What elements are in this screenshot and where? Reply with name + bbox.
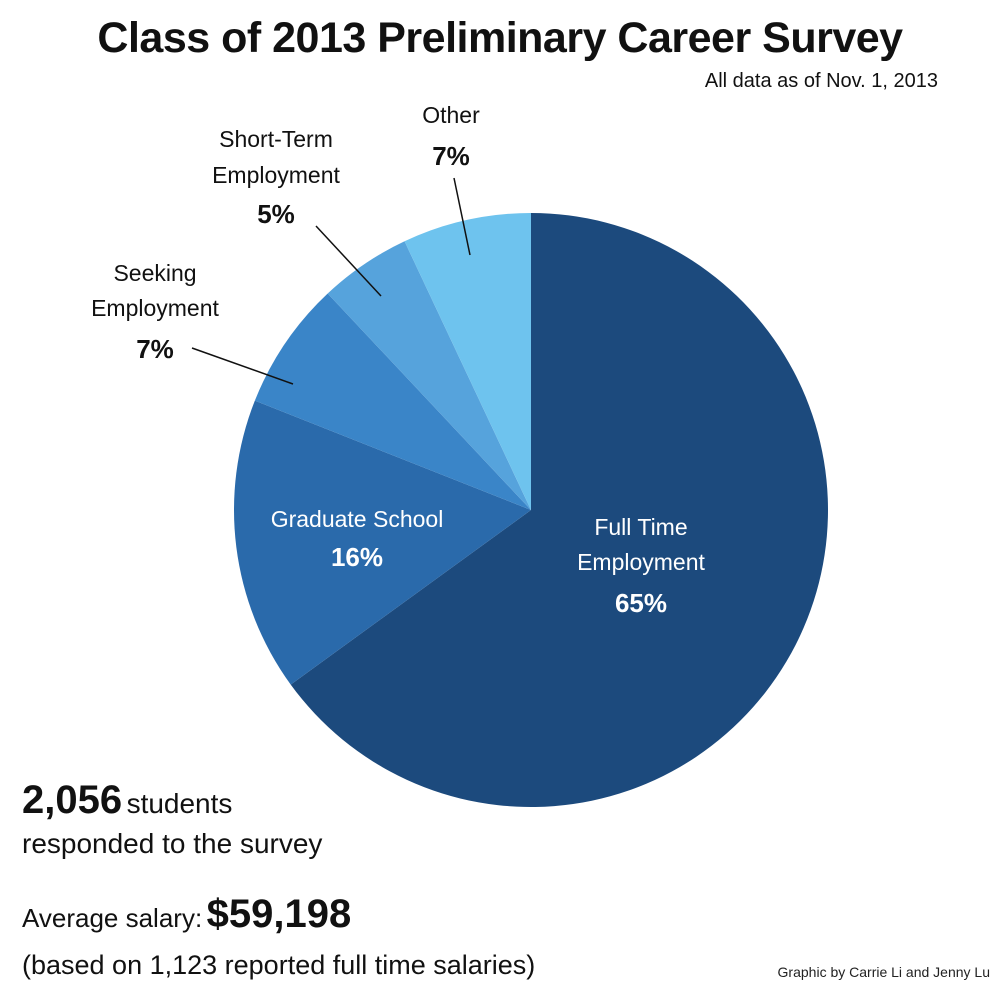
slice-value-short-term-employment: 5% (257, 199, 295, 229)
pie-slice-short-term-employment (327, 241, 531, 511)
slice-label-graduate-school: Graduate School (271, 506, 444, 532)
slice-value-other: 7% (432, 141, 470, 171)
pie-slice-seeking-employment (254, 293, 531, 510)
respondents-text: responded to the survey (22, 828, 323, 859)
slice-label-seeking-employment-line2: Employment (91, 295, 219, 321)
slice-label-seeking-employment-line1: Seeking (113, 260, 196, 286)
pie-slice-other (404, 213, 531, 510)
respondents-value: 2,056 (22, 778, 123, 822)
chart-title: Class of 2013 Preliminary Career Survey (97, 14, 903, 62)
leader-line-seeking-employment (191, 347, 294, 385)
leader-line-short-term-employment (315, 225, 382, 297)
salary-stat: Average salary: $59,198 (22, 892, 351, 937)
slice-value-full-time-employment: 65% (615, 588, 667, 618)
slice-label-other: Other (422, 102, 480, 128)
slice-value-seeking-employment: 7% (136, 334, 174, 364)
slice-label-short-term-employment-line2: Employment (212, 162, 340, 188)
respondents-unit: students (126, 788, 233, 819)
chart-subtitle: All data as of Nov. 1, 2013 (704, 70, 938, 92)
salary-label: Average salary: (22, 903, 203, 933)
slice-label-full-time-employment-line1: Full Time (594, 514, 687, 540)
slice-value-graduate-school: 16% (331, 542, 383, 572)
pie-slice-graduate-school (234, 400, 531, 685)
pie-slice-full-time-employment (290, 213, 829, 807)
salary-note: (based on 1,123 reported full time salar… (22, 950, 536, 980)
salary-value: $59,198 (206, 892, 352, 936)
leader-line-other (453, 177, 471, 256)
slice-label-full-time-employment-line2: Employment (577, 549, 705, 575)
respondents-stat: 2,056 students (22, 778, 232, 823)
graphic-credit: Graphic by Carrie Li and Jenny Lu (777, 964, 990, 980)
slice-label-short-term-employment-line1: Short-Term (219, 126, 333, 152)
